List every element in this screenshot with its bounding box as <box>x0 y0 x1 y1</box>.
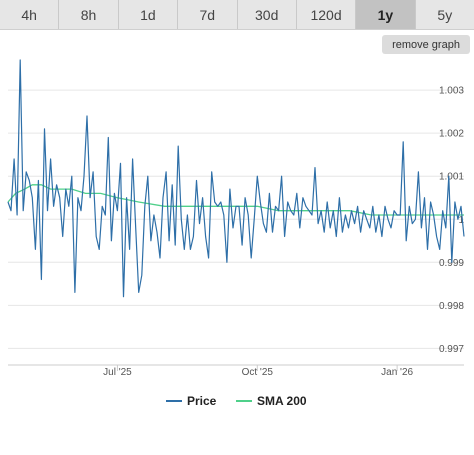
x-tick-label: Jul '25 <box>103 367 132 378</box>
tab-1d[interactable]: 1d <box>118 0 179 29</box>
y-tick-label: 0.998 <box>439 301 464 312</box>
legend-price-label: Price <box>187 394 217 408</box>
y-tick-label: 1.003 <box>439 86 464 97</box>
remove-graph-button[interactable]: remove graph <box>382 35 470 54</box>
y-tick-label: 0.997 <box>439 344 464 355</box>
tab-1y[interactable]: 1y <box>356 0 416 29</box>
price-series-line <box>7 59 465 298</box>
tab-7d[interactable]: 7d <box>178 0 238 29</box>
tab-120d[interactable]: 120d <box>296 0 357 29</box>
tab-5y[interactable]: 5y <box>415 0 474 29</box>
x-tick-label: Jan '26 <box>381 367 413 378</box>
tab-4h[interactable]: 4h <box>0 0 60 29</box>
y-tick-label: 1.002 <box>439 129 464 140</box>
y-tick-label: 1.001 <box>439 172 464 183</box>
tab-8h[interactable]: 8h <box>59 0 119 29</box>
legend-sma-label: SMA 200 <box>257 394 307 408</box>
y-tick-label: 1 <box>458 215 464 226</box>
y-tick-label: 0.999 <box>439 258 464 269</box>
timeframe-tabs: 4h 8h 1d 7d 30d 120d 1y 5y <box>0 0 474 30</box>
x-tick-label: Oct '25 <box>242 367 274 378</box>
tab-30d[interactable]: 30d <box>237 0 297 29</box>
